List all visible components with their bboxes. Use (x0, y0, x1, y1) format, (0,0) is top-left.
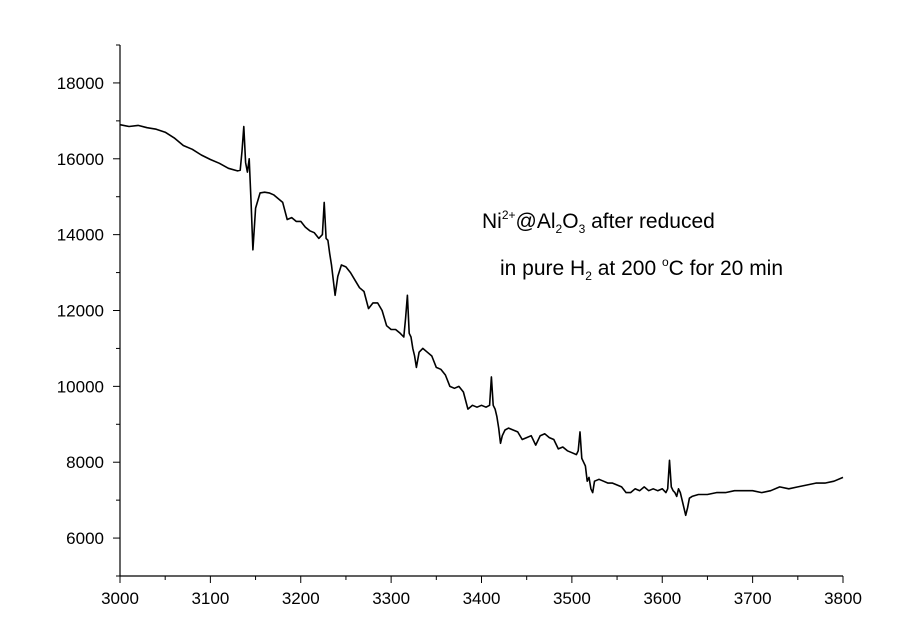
y-tick-label: 10000 (57, 377, 104, 396)
series-line (119, 123, 844, 517)
x-tick-label: 3700 (734, 589, 772, 608)
axes (119, 45, 843, 577)
x-tick-label: 3800 (824, 589, 862, 608)
x-tick-label: 3100 (191, 589, 229, 608)
x-tick-label: 3000 (101, 589, 139, 608)
x-tick-label: 3600 (643, 589, 681, 608)
y-tick-label: 12000 (57, 302, 104, 321)
x-tick-label: 3500 (553, 589, 591, 608)
x-tick-label: 3400 (463, 589, 501, 608)
y-tick-label: 16000 (57, 150, 104, 169)
tick-labels: 3000 3100 3200 3300 3400 3500 3600 3700 3800 6000… (57, 74, 862, 608)
annotation-line1: Ni2+@Al2O3 after reduced (482, 208, 715, 236)
x-tick-label: 3200 (282, 589, 320, 608)
y-tick-label: 14000 (57, 226, 104, 245)
y-tick-label: 18000 (57, 74, 104, 93)
ticks (113, 44, 844, 583)
y-tick-label: 6000 (66, 529, 104, 548)
y-tick-label: 8000 (66, 453, 104, 472)
annotation-line2: in pure H2 at 200 oC for 20 min (500, 255, 783, 283)
x-tick-label: 3300 (372, 589, 410, 608)
